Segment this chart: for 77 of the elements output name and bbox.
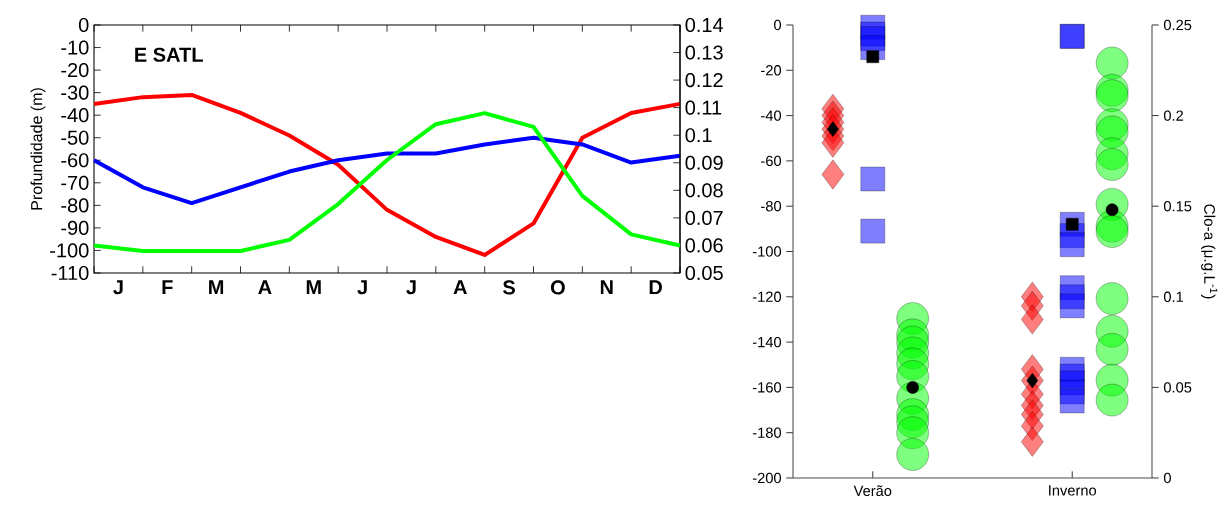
point [1095,148,1129,181]
point [896,438,929,471]
y2-tick-label: 0.05 [1163,382,1192,393]
y-tick-label: -60 [761,155,782,167]
x-tick-label: F [162,280,173,295]
y2-tick-label: 0.12 [685,73,723,88]
y-tick-label: -40 [761,110,782,121]
y2-tick-label: 0 [1163,472,1171,484]
x-tick-label: J [357,280,367,295]
y-tick-label: -50 [61,130,89,145]
x-tick-label: M [306,280,321,295]
x-tick-label: D [649,280,662,295]
point [1095,215,1129,248]
x-tick-label: S [503,280,515,295]
y2-tick-label: 0.15 [1163,201,1192,212]
y-tick-label: -100 [752,246,782,257]
y-tick-label: -40 [61,108,89,123]
y-tick-label: -60 [61,153,89,168]
y2-tick-label: 0.08 [685,183,723,198]
point [906,381,919,394]
x-tick-label: M [209,280,224,295]
y-tick-label: -20 [761,65,782,76]
point [1095,79,1129,112]
y-tick-label: -120 [752,291,782,302]
point [1065,218,1079,231]
y2-tick-label: 0.11 [685,100,722,115]
x-tick-label: J [113,280,123,295]
y2-tick-label: 0.1 [685,128,712,143]
x-tick-label: A [453,280,467,295]
point [1059,293,1085,319]
x-tick-label: Inverno [1049,485,1097,496]
y-tick-label: -80 [761,201,782,212]
text: E SATL [135,47,203,62]
y-tick-label: 0 [78,17,89,33]
y-tick-label: -180 [752,427,782,438]
point [860,166,886,192]
y2-tick-label: 0.1 [1163,291,1184,302]
point [866,50,880,63]
y-tick-label: -70 [61,175,89,190]
y-tick-label: 0 [774,19,782,31]
y-tick-label: -110 [51,265,89,281]
x-tick-label: A [258,280,272,295]
y2-axis-title: Clo-a (μ.g.L$^{-1}$) [1201,204,1218,299]
y-tick-label: -10 [61,40,89,55]
y-tick-label: -140 [752,336,782,348]
y2-tick-label: 0.06 [685,238,723,253]
point [1095,383,1129,417]
point [860,218,886,244]
x-tick-label: J [406,280,416,295]
y2-tick-label: 0.07 [685,210,723,225]
y2-tick-label: 0.13 [685,45,723,60]
point [1021,426,1044,457]
point [821,159,845,190]
y-axis-title: Profundidade (m) [30,88,46,210]
y2-tick-label: 0.2 [1163,110,1184,121]
point [1095,333,1129,366]
y-tick-label: -80 [61,198,89,213]
x-tick-label: N [600,280,613,295]
x-tick-label: Verão [853,485,892,497]
point [1095,282,1129,315]
point [1059,232,1085,257]
point [1021,304,1044,335]
y2-tick-label: 0.09 [685,155,723,170]
y-tick-label: -30 [61,85,89,100]
point [827,121,839,137]
point [1059,388,1085,414]
y-tick-label: -90 [61,220,89,235]
x-tick-label: O [550,280,565,295]
y2-tick-label: 0.25 [1163,19,1192,31]
y2-tick-label: 0.14 [685,17,724,33]
point [1095,46,1129,80]
y-tick-label: -160 [752,382,782,393]
y-tick-label: -100 [50,243,89,258]
point [1026,372,1039,389]
y-tick-label: -200 [752,472,782,484]
y-tick-label: -20 [61,63,89,78]
y2-tick-label: 0.05 [685,265,723,281]
